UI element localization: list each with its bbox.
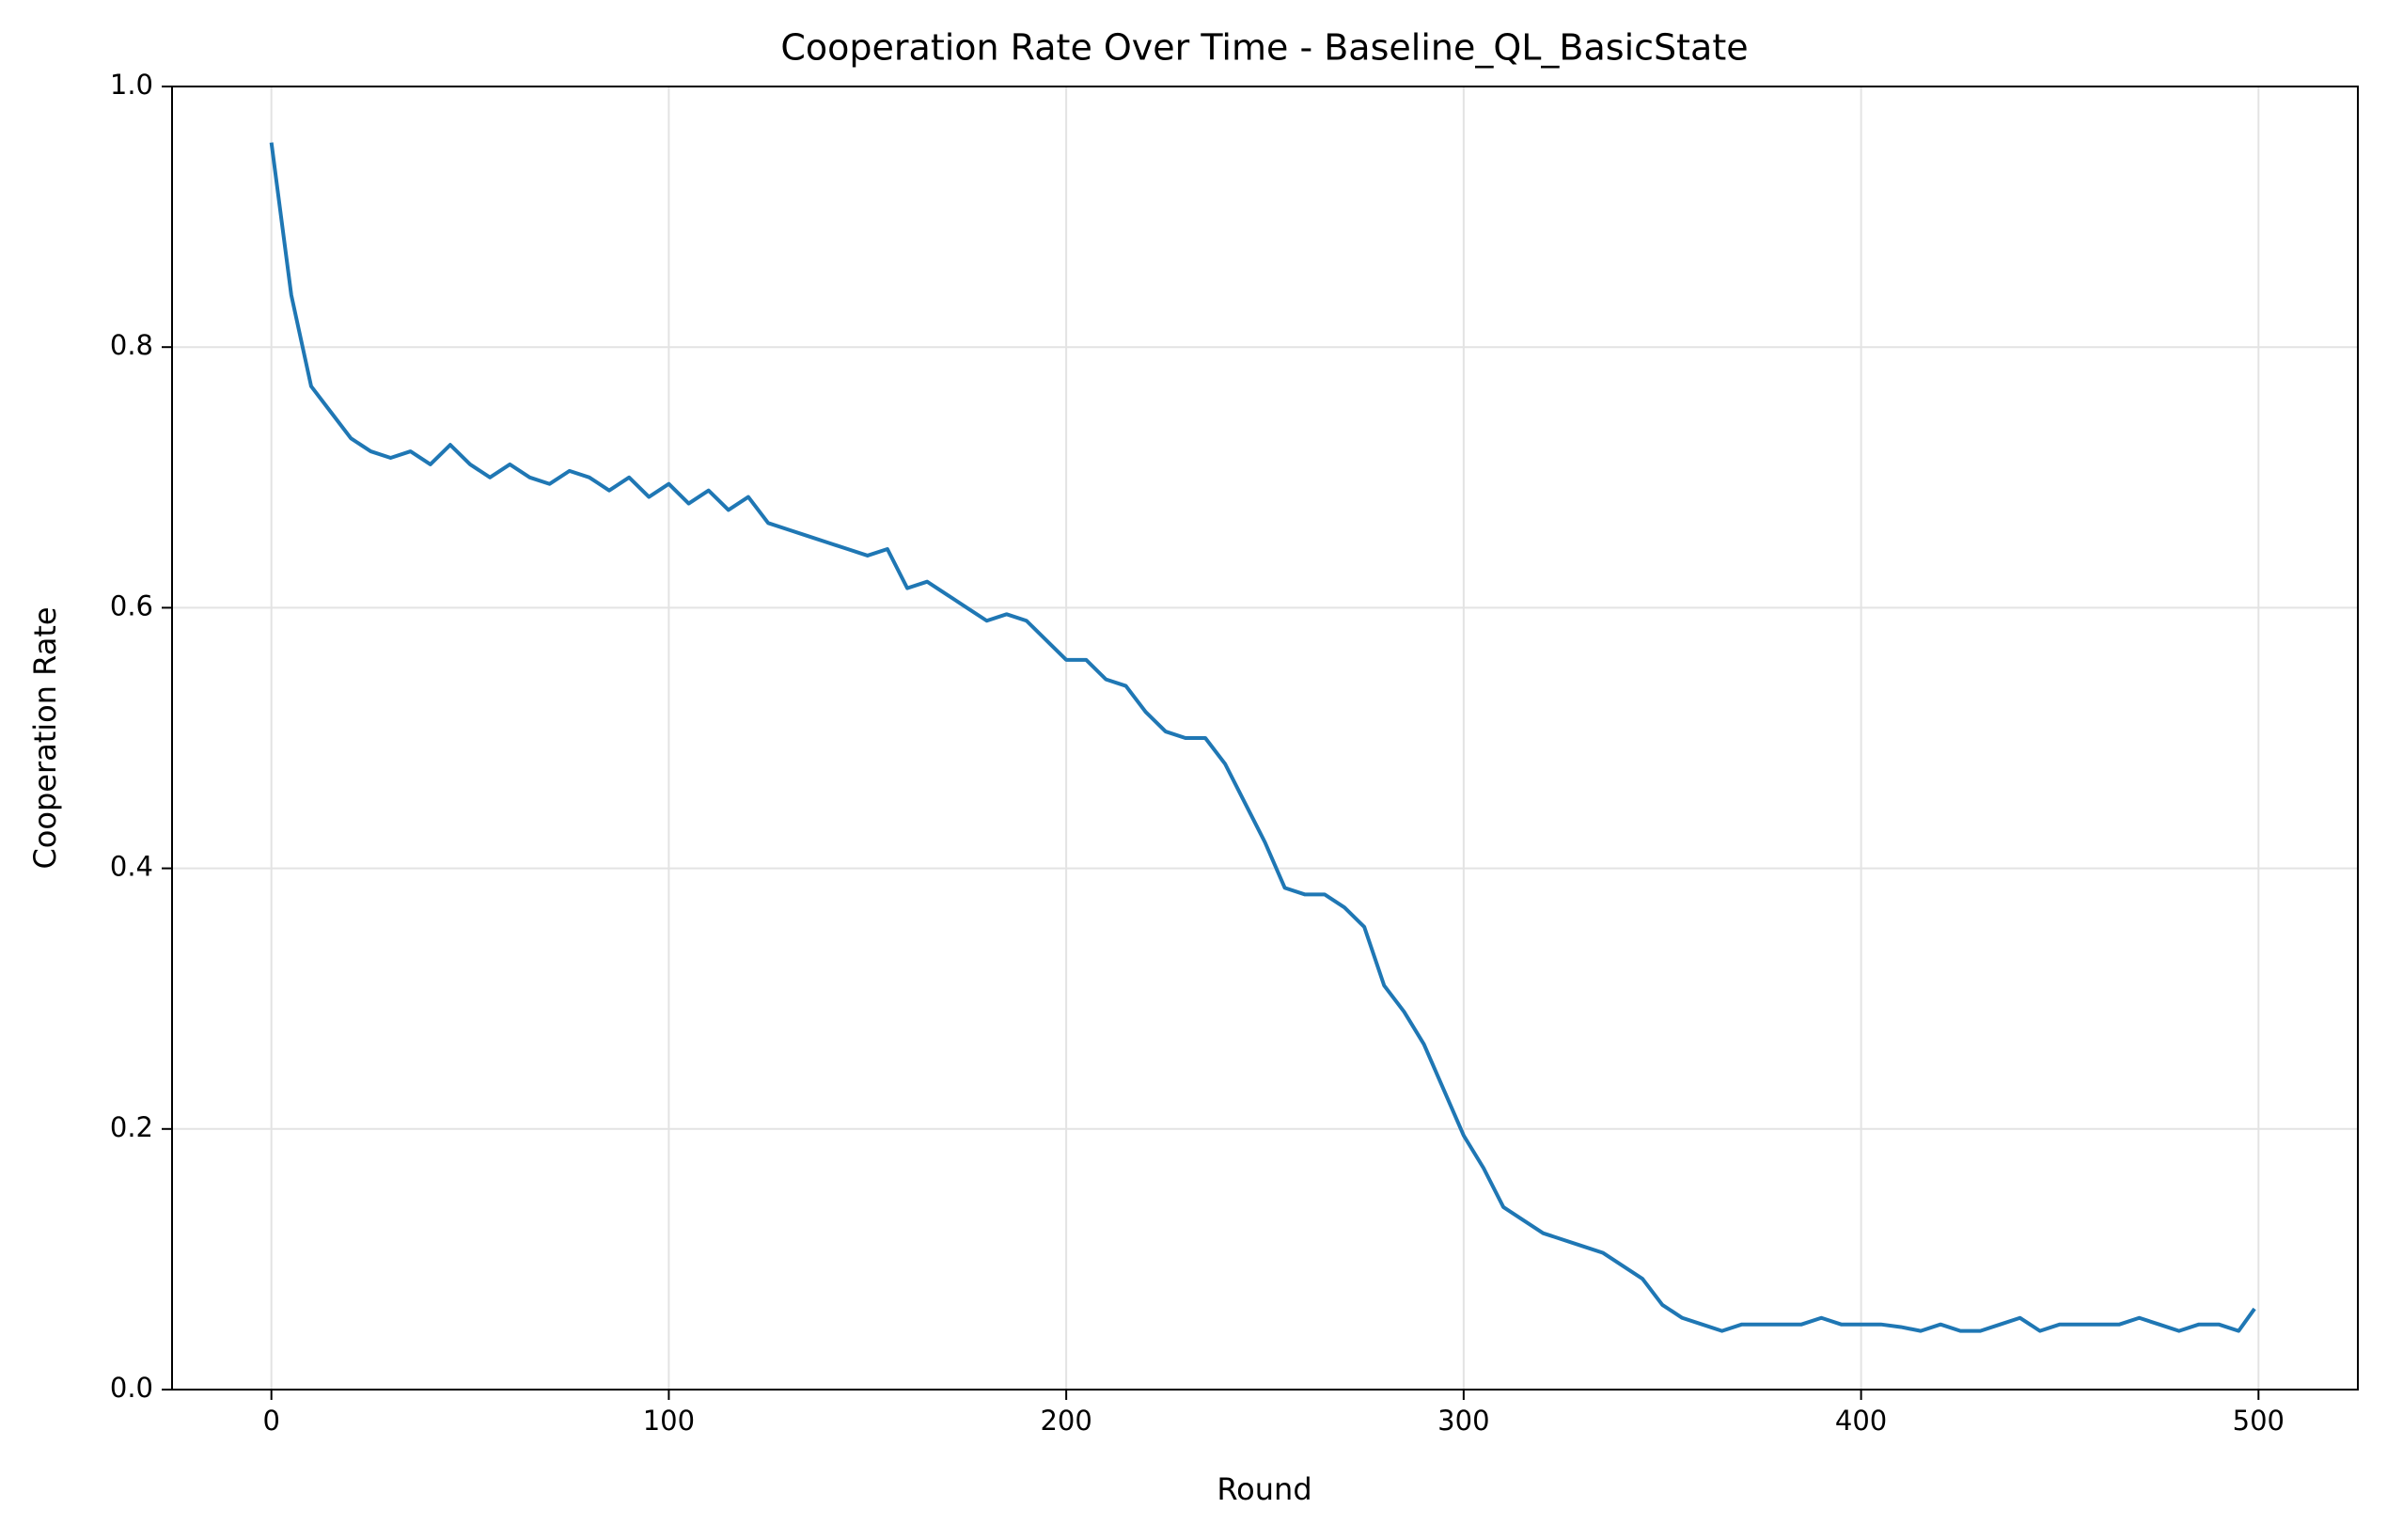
y-tick-label: 0.6 — [110, 589, 153, 621]
x-tick-label: 300 — [1437, 1405, 1489, 1437]
y-tick-label: 0.8 — [110, 329, 153, 361]
x-tick-label: 0 — [262, 1405, 279, 1437]
x-tick-label: 400 — [1835, 1405, 1887, 1437]
x-tick-label: 200 — [1040, 1405, 1091, 1437]
data-line — [269, 142, 2256, 1333]
x-axis-label: Round — [1217, 1471, 1311, 1507]
y-tick-label: 1.0 — [110, 69, 153, 101]
chart-title: Cooperation Rate Over Time - Baseline_QL… — [780, 27, 1748, 69]
y-tick-label: 0.2 — [110, 1111, 153, 1143]
plot-frame — [171, 86, 2359, 1391]
y-tick-label: 0.4 — [110, 851, 153, 883]
y-axis-label: Cooperation Rate — [27, 606, 63, 869]
x-tick-label: 100 — [643, 1405, 695, 1437]
y-tick-label: 0.0 — [110, 1372, 153, 1404]
x-tick-label: 500 — [2233, 1405, 2285, 1437]
